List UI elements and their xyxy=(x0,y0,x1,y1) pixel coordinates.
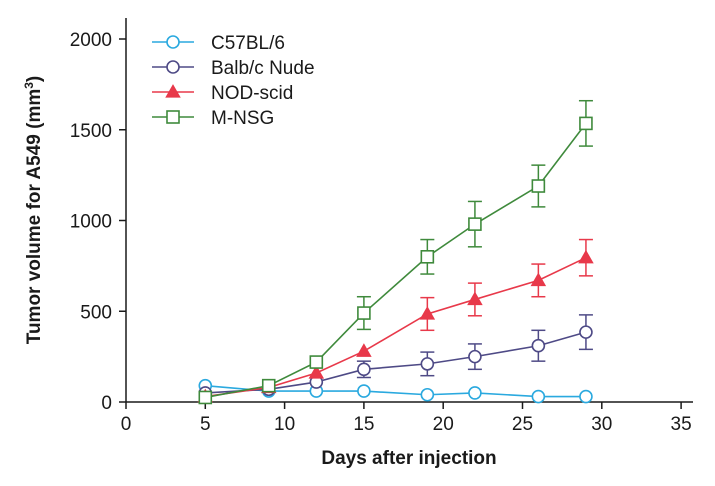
legend-marker xyxy=(166,35,180,49)
y-axis-title-end: ) xyxy=(24,76,45,82)
data-point xyxy=(467,291,483,306)
data-point xyxy=(198,390,213,405)
data-point xyxy=(468,349,482,364)
legend-marker xyxy=(165,84,181,98)
series-nod-scid xyxy=(197,238,594,403)
data-point xyxy=(579,116,593,131)
x-tick-label: 10 xyxy=(274,414,295,435)
data-point xyxy=(357,362,371,377)
y-tick-label: 2000 xyxy=(70,30,112,51)
data-point xyxy=(356,343,372,357)
y-axis-title-superscript: 3 xyxy=(22,82,36,89)
x-tick-label: 15 xyxy=(353,414,374,435)
ticks: 0 5 10 15 20 25 30 35 0 500 1000 1500 2000 xyxy=(70,30,692,435)
x-tick-label: 0 xyxy=(121,414,132,435)
data-point xyxy=(468,217,482,231)
data-point xyxy=(578,249,594,264)
x-tick-label: 30 xyxy=(591,414,612,435)
legend-marker xyxy=(166,60,180,74)
series-line xyxy=(205,384,586,398)
data-point xyxy=(309,355,324,369)
data-point xyxy=(308,365,325,379)
series-line xyxy=(205,331,587,394)
legend-marker xyxy=(166,110,180,124)
data-point xyxy=(419,306,436,320)
legend-label: C57BL/6 xyxy=(211,33,285,54)
data-point xyxy=(420,250,435,264)
y-tick-label: 0 xyxy=(101,393,112,414)
x-tick-label: 25 xyxy=(512,414,533,435)
data-point xyxy=(420,387,435,402)
data-point xyxy=(261,378,276,393)
x-tick-label: 35 xyxy=(671,414,692,435)
legend: C57BL/6 Balb/c Nude NOD-scid M-NSG xyxy=(152,33,315,129)
legend-item-m-nsg: M-NSG xyxy=(152,108,274,129)
series-balb-c-nude xyxy=(198,314,593,400)
data-point xyxy=(468,386,482,400)
x-tick-label: 5 xyxy=(200,414,211,435)
data-point xyxy=(357,384,371,398)
legend-item-balb-c-nude: Balb/c Nude xyxy=(152,58,315,79)
data-point xyxy=(531,389,546,404)
legend-label: Balb/c Nude xyxy=(211,58,315,79)
data-point xyxy=(579,389,593,404)
y-tick-label: 1000 xyxy=(70,212,112,233)
data-point xyxy=(530,272,547,287)
data-point xyxy=(531,179,546,193)
data-point xyxy=(420,357,435,371)
series-line xyxy=(205,122,587,399)
data-point xyxy=(579,325,593,339)
legend-label: NOD-scid xyxy=(211,83,293,104)
data-point xyxy=(531,338,546,353)
data-point xyxy=(357,306,371,320)
legend-item-c57bl-6: C57BL/6 xyxy=(152,33,285,54)
y-tick-label: 1500 xyxy=(70,121,112,142)
series-m-nsg xyxy=(198,99,593,405)
series-layer xyxy=(197,99,594,405)
legend-label: M-NSG xyxy=(211,108,274,129)
legend-item-nod-scid: NOD-scid xyxy=(152,83,293,104)
y-tick-label: 500 xyxy=(80,302,112,323)
series-line xyxy=(205,256,587,398)
x-axis-title: Days after injection xyxy=(321,448,496,469)
y-axis-title: Tumor volume for A549 (mm3) xyxy=(22,76,45,345)
series-c57bl-6 xyxy=(198,378,593,404)
y-axis-title-main: Tumor volume for A549 (mm xyxy=(24,89,45,345)
axes xyxy=(125,18,693,403)
x-tick-label: 20 xyxy=(433,414,454,435)
